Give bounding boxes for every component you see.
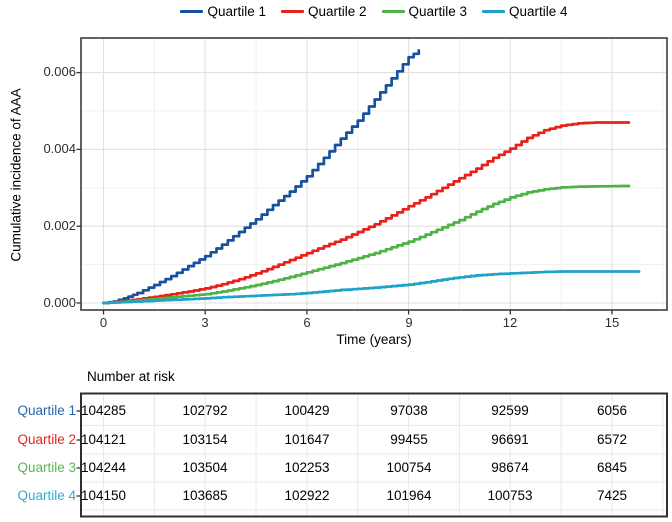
risk-row-label-quartile-1: Quartile 1 <box>17 403 76 418</box>
y-tick-label: 0.002 <box>43 218 76 233</box>
risk-table-title: Number at risk <box>87 369 175 384</box>
x-tick-label: 9 <box>405 315 413 330</box>
risk-value: 100429 <box>284 403 330 418</box>
risk-value: 96691 <box>491 432 529 447</box>
y-tick-label: 0.006 <box>43 64 76 79</box>
risk-value: 101964 <box>386 488 432 503</box>
risk-value: 7425 <box>596 488 628 503</box>
risk-value: 98674 <box>491 460 529 475</box>
y-tick-label: 0.004 <box>43 141 76 156</box>
risk-value: 99455 <box>390 432 428 447</box>
risk-row-label-quartile-4: Quartile 4 <box>17 488 76 503</box>
risk-value: 92599 <box>491 403 529 418</box>
risk-value: 100754 <box>386 460 432 475</box>
legend-line-swatch-quartile-2 <box>280 9 304 14</box>
legend-item-quartile-4: Quartile 4 <box>482 4 568 19</box>
risk-row-label-quartile-2: Quartile 2 <box>17 432 76 447</box>
risk-value: 103154 <box>182 432 228 447</box>
legend-item-quartile-2: Quartile 2 <box>280 4 367 19</box>
x-tick-label: 3 <box>201 315 209 330</box>
risk-value: 100753 <box>487 488 533 503</box>
series-curves <box>102 48 641 305</box>
x-axis-title: Time (years) <box>336 332 412 347</box>
axis-tick-marks <box>76 71 613 497</box>
risk-row-label-quartile-3: Quartile 3 <box>17 460 76 475</box>
legend-label: Quartile 3 <box>408 4 468 19</box>
risk-value: 104121 <box>80 432 127 447</box>
risk-value: 102792 <box>182 403 228 418</box>
risk-value: 103504 <box>182 460 228 475</box>
risk-value: 104150 <box>80 488 127 503</box>
risk-value: 104285 <box>80 403 127 418</box>
chart-legend: Quartile 1 Quartile 2 Quartile 3 Quartil… <box>81 4 667 19</box>
legend-label: Quartile 2 <box>307 4 367 19</box>
risk-value: 102922 <box>284 488 330 503</box>
risk-value: 6572 <box>596 432 628 447</box>
legend-line-swatch-quartile-4 <box>482 9 506 14</box>
legend-item-quartile-1: Quartile 1 <box>180 4 266 19</box>
risk-value: 6845 <box>596 460 628 475</box>
plot-panel-border <box>80 37 668 311</box>
legend-item-quartile-3: Quartile 3 <box>381 4 468 19</box>
legend-line-swatch-quartile-3 <box>381 9 405 14</box>
x-tick-label: 0 <box>99 315 108 330</box>
legend-line-swatch-quartile-1 <box>180 9 204 14</box>
y-tick-label: 0.000 <box>43 295 76 310</box>
x-tick-label: 6 <box>303 315 311 330</box>
legend-label: Quartile 1 <box>207 4 266 19</box>
legend-label: Quartile 4 <box>509 4 568 19</box>
gridlines <box>81 38 667 310</box>
x-tick-label: 12 <box>502 315 518 330</box>
risk-value: 103685 <box>182 488 228 503</box>
risk-value: 101647 <box>284 432 330 447</box>
risk-table-border <box>80 392 668 518</box>
x-tick-label: 15 <box>604 315 620 330</box>
risk-value: 102253 <box>284 460 330 475</box>
risk-table-gridlines <box>82 394 666 516</box>
risk-value: 6056 <box>596 403 628 418</box>
risk-value: 97038 <box>390 403 428 418</box>
risk-value: 104244 <box>80 460 127 475</box>
